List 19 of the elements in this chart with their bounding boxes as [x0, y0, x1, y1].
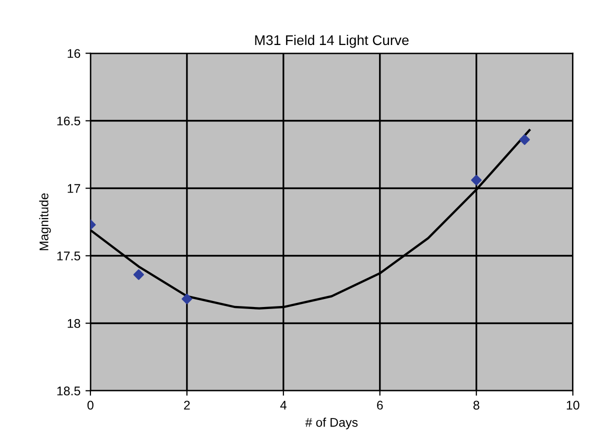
x-tick-label: 8: [473, 400, 480, 410]
x-tick-label: 0: [87, 400, 94, 410]
y-tick-label: 17.5: [57, 252, 80, 260]
chart-title: M31 Field 14 Light Curve: [255, 34, 409, 48]
point: [471, 174, 482, 186]
y-tick-label: 18: [68, 319, 80, 328]
point: [182, 294, 192, 304]
point: [519, 134, 530, 145]
point: [133, 269, 144, 280]
x-axis-title: # of Days: [305, 418, 358, 430]
y-tick-label: 16.5: [57, 116, 80, 126]
y-tick-label: 18.5: [57, 386, 80, 396]
x-tick-label: 10: [566, 400, 580, 410]
x-tick-label: 2: [184, 400, 190, 410]
x-tick-label: 6: [377, 400, 383, 410]
x-tick-label: 4: [280, 400, 287, 410]
y-axis-title: Magnitude: [39, 193, 51, 250]
y-tick-label: 17: [68, 184, 80, 193]
y-tick-label: 16: [68, 49, 80, 58]
